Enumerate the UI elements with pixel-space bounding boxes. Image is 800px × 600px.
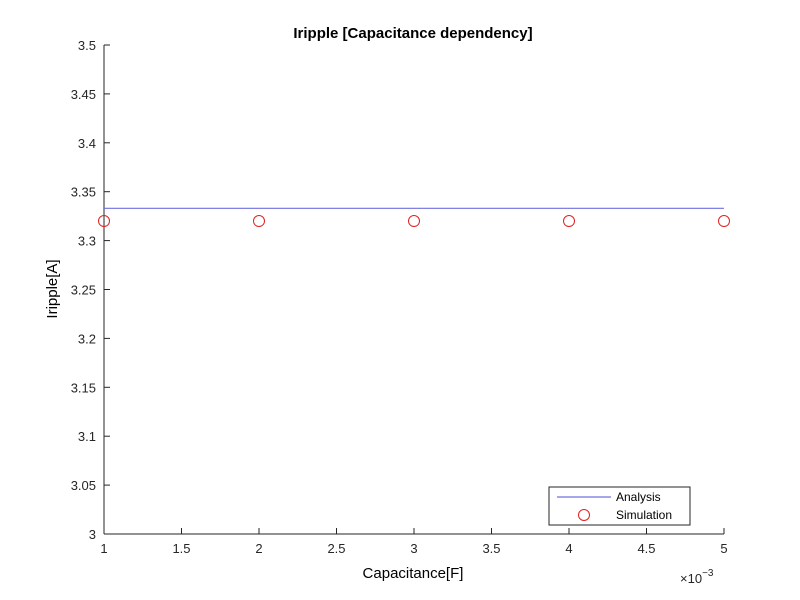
y-tick-label: 3.35 xyxy=(71,185,96,200)
x-tick-label: 4 xyxy=(565,541,572,556)
axis-ticks: 1 1.5 2 2.5 3 3.5 4 4.5 5 3 3.05 3.1 3.15 3.2 3.25 3.3 3… xyxy=(71,38,728,556)
y-tick-label: 3.4 xyxy=(78,136,96,151)
legend: Analysis Simulation xyxy=(548,486,691,526)
legend-label: Analysis xyxy=(616,490,661,504)
y-tick-label: 3.05 xyxy=(71,478,96,493)
simulation-point xyxy=(718,215,730,228)
y-axis-label: Iripple[A] xyxy=(44,259,61,318)
plot-series xyxy=(98,207,730,228)
x-tick-label: 1.5 xyxy=(172,541,190,556)
legend-label: Simulation xyxy=(616,508,672,522)
x-axis-exponent: ×10−3 xyxy=(680,568,714,586)
y-tick-label: 3.25 xyxy=(71,283,96,298)
x-axis-label: Capacitance[F] xyxy=(363,565,464,582)
y-tick-label: 3.5 xyxy=(78,38,96,53)
simulation-point xyxy=(253,215,265,228)
y-tick-label: 3 xyxy=(89,527,96,542)
x-tick-label: 2.5 xyxy=(327,541,345,556)
x-axis-exponent-base: ×10 xyxy=(680,571,702,586)
y-tick-label: 3.45 xyxy=(71,87,96,102)
simulation-point xyxy=(408,215,420,228)
x-tick-label: 3 xyxy=(410,541,417,556)
y-tick-label: 3.3 xyxy=(78,234,96,249)
simulation-point xyxy=(563,215,575,228)
x-tick-label: 4.5 xyxy=(637,541,655,556)
x-tick-label: 2 xyxy=(255,541,262,556)
x-tick-label: 3.5 xyxy=(482,541,500,556)
x-tick-label: 5 xyxy=(720,541,727,556)
y-tick-label: 3.1 xyxy=(78,429,96,444)
y-tick-label: 3.2 xyxy=(78,331,96,346)
legend-simulation-swatch xyxy=(578,509,590,521)
x-tick-label: 1 xyxy=(100,541,107,556)
plot-axes xyxy=(103,45,724,535)
x-axis-exponent-power: −3 xyxy=(702,568,714,579)
simulation-point xyxy=(98,215,110,228)
y-tick-label: 3.15 xyxy=(71,380,96,395)
legend-box xyxy=(548,486,691,526)
chart-title: Iripple [Capacitance dependency] xyxy=(293,25,532,42)
